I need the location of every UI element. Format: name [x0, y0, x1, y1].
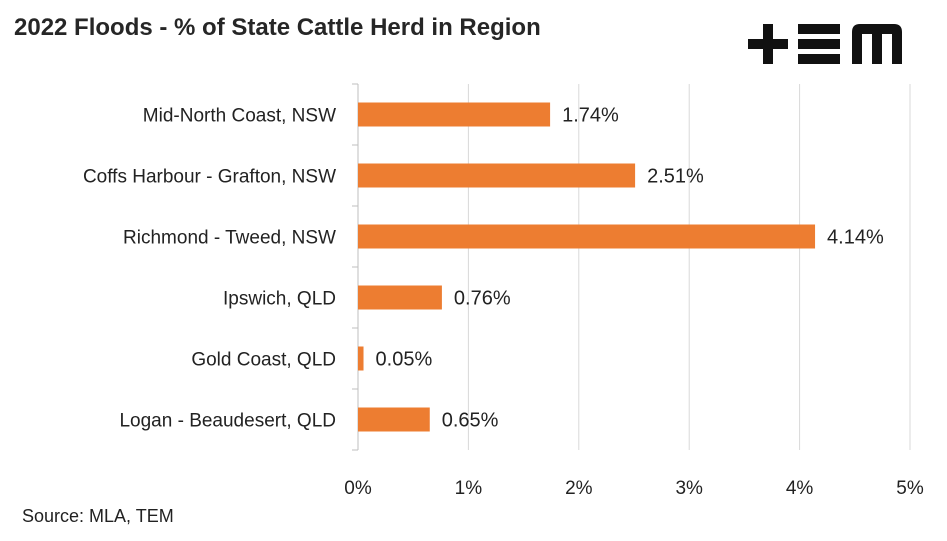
chart-title: 2022 Floods - % of State Cattle Herd in …: [14, 14, 541, 41]
logo-m: [852, 24, 902, 64]
tem-logo: [748, 24, 902, 64]
source-note: Source: MLA, TEM: [22, 506, 174, 526]
category-label: Richmond - Tweed, NSW: [123, 228, 336, 249]
x-tick-label: 1%: [455, 478, 483, 499]
data-label: 4.14%: [827, 227, 884, 249]
bar: [358, 346, 364, 371]
data-label: 0.76%: [454, 288, 511, 310]
bar: [358, 285, 442, 310]
logo-e-top: [798, 24, 840, 34]
bar: [358, 407, 430, 432]
category-label: Coffs Harbour - Grafton, NSW: [83, 167, 336, 188]
category-label: Logan - Beaudesert, QLD: [119, 411, 336, 432]
category-label: Ipswich, QLD: [223, 289, 336, 310]
data-label: 1.74%: [562, 105, 619, 127]
x-tick-label: 5%: [896, 478, 924, 499]
grid-lines: [467, 84, 911, 450]
category-label: Gold Coast, QLD: [191, 350, 336, 371]
bar: [358, 102, 551, 127]
data-label: 0.65%: [442, 410, 499, 432]
bars: [358, 102, 816, 432]
category-axis: [352, 83, 359, 451]
x-tick-label: 3%: [675, 478, 703, 499]
logo-e-mid: [798, 39, 840, 49]
logo-plus-v: [763, 24, 773, 64]
data-labels: 1.74% 2.51% 4.14% 0.76% 0.05% 0.65%: [376, 105, 884, 432]
data-label: 0.05%: [376, 349, 433, 371]
bar: [358, 224, 816, 249]
category-labels: Mid-North Coast, NSW Coffs Harbour - Graf…: [83, 106, 336, 432]
x-tick-label: 4%: [786, 478, 814, 499]
category-label: Mid-North Coast, NSW: [143, 106, 336, 127]
data-label: 2.51%: [647, 166, 704, 188]
x-tick-label: 0%: [344, 478, 372, 499]
logo-e-bot: [798, 54, 840, 64]
x-tick-labels: 0% 1% 2% 3% 4% 5%: [344, 478, 924, 499]
x-tick-label: 2%: [565, 478, 593, 499]
bar: [358, 163, 636, 188]
